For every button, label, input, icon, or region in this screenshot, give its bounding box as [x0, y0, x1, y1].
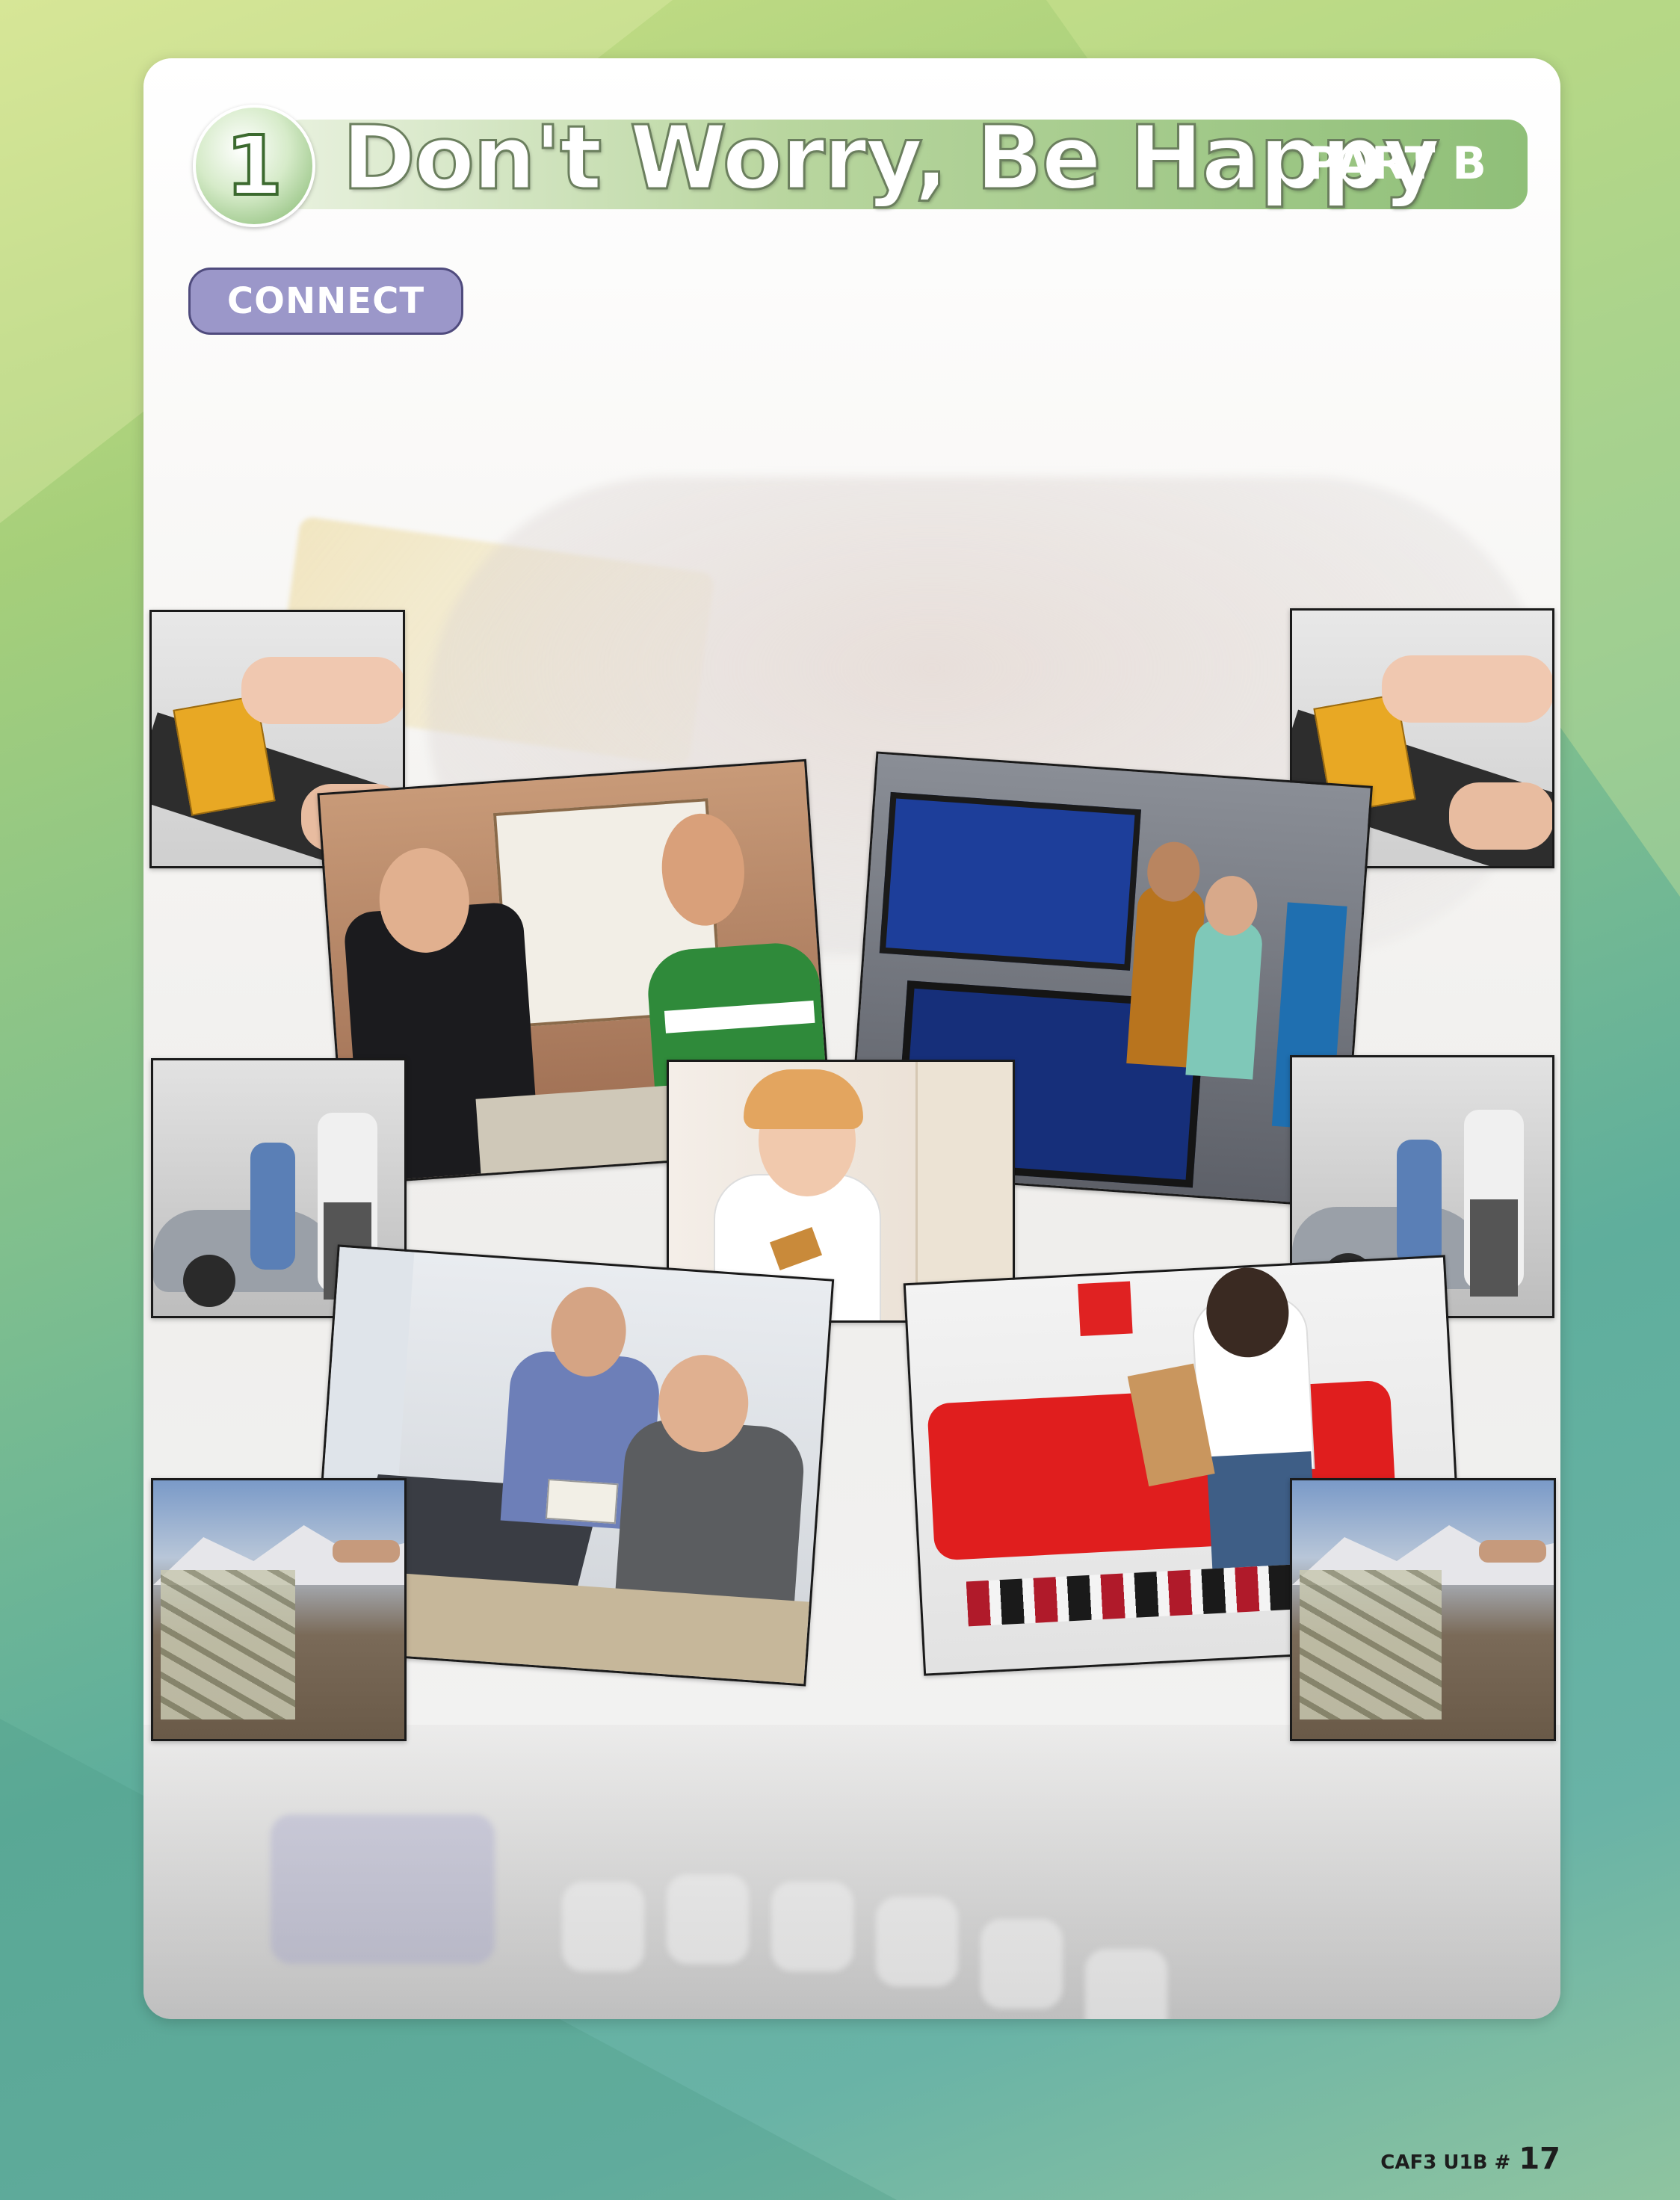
photo-money-mountain-left: [151, 1478, 407, 1741]
photo-money-mountain-right: [1290, 1478, 1556, 1741]
photo-car-dealer-left: [151, 1058, 407, 1318]
page-title: Don't Worry, Be Happy: [342, 106, 1442, 209]
page-number: 17: [1519, 2142, 1560, 2176]
footer-code: CAF3 U1B #: [1380, 2151, 1511, 2174]
part-label: PART B: [1306, 138, 1487, 190]
unit-number: 1: [224, 118, 285, 214]
title-band: [282, 120, 1528, 209]
key-shape: [771, 1882, 853, 1971]
key-shape: [1085, 1949, 1167, 2019]
background-keypad: [143, 1725, 1560, 2019]
key-shape: [876, 1897, 958, 1986]
key-shape: [980, 1919, 1063, 2009]
unit-number-badge: 1: [193, 105, 315, 227]
workbook-page: 1 Don't Worry, Be Happy PART B CONNECT: [143, 58, 1560, 2019]
connect-section-badge: CONNECT: [188, 268, 463, 335]
unit-title-banner: 1 Don't Worry, Be Happy PART B: [193, 105, 1528, 227]
key-shape: [667, 1874, 749, 1964]
page-footer: CAF3 U1B # 17: [1380, 2142, 1560, 2176]
display-shape: [271, 1814, 495, 1964]
key-shape: [562, 1882, 644, 1971]
